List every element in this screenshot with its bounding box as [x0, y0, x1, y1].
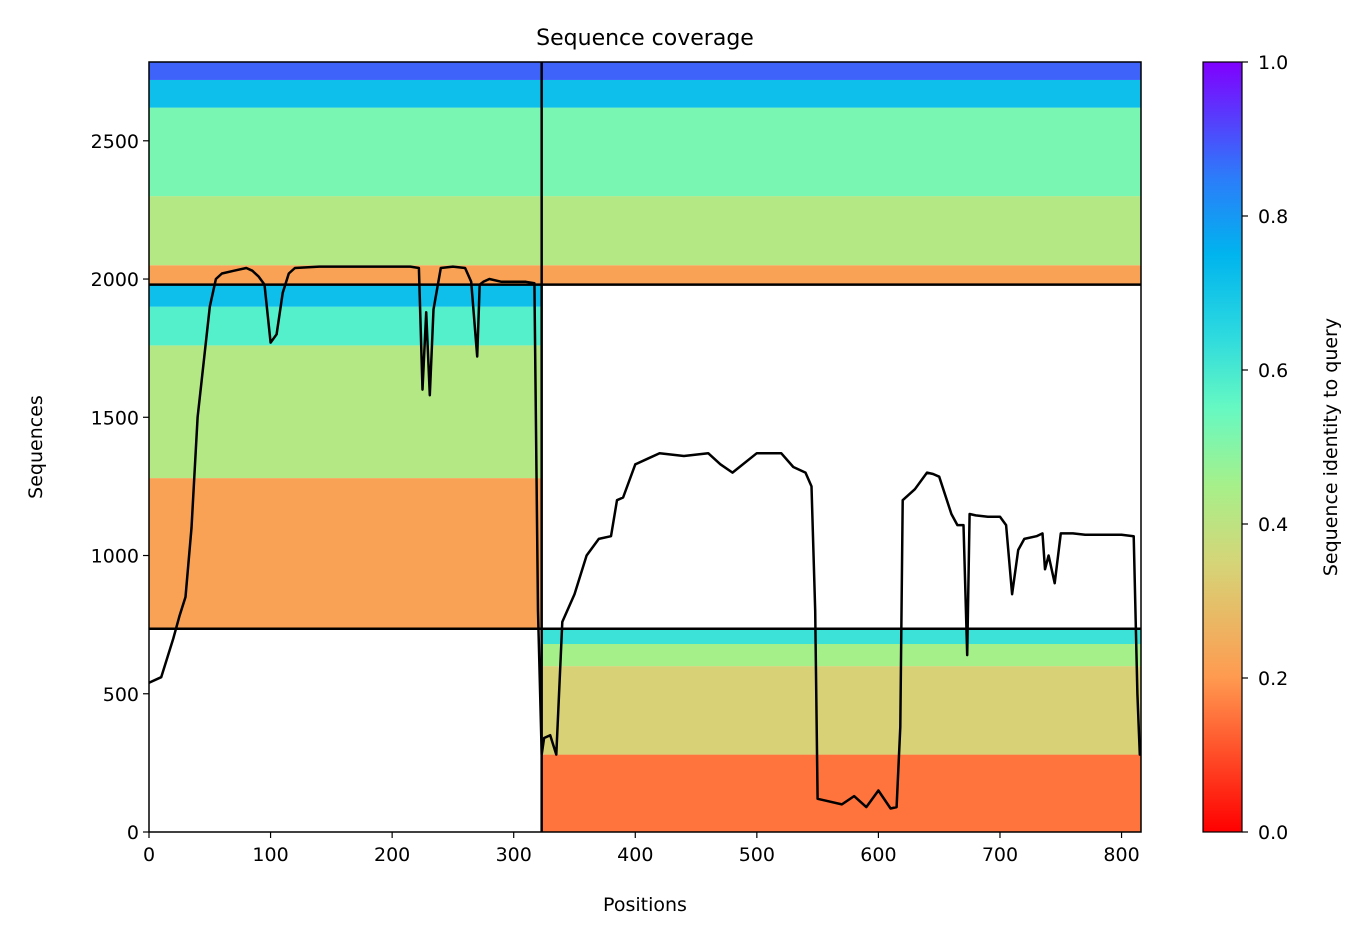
coverage-line [149, 265, 1141, 810]
y-axis-label: Sequences [25, 395, 47, 499]
x-axis-label: Positions [603, 894, 687, 916]
colorbar-tick-label: 0.2 [1258, 668, 1288, 690]
chart-title: Sequence coverage [536, 26, 754, 51]
x-tick-label: 300 [496, 844, 532, 866]
x-tick-label: 600 [860, 844, 896, 866]
heatmap-band-2-3 [149, 79, 1141, 108]
heatmap-band-1-3 [541, 628, 1141, 644]
heatmap-band-1-1 [541, 666, 1141, 755]
x-tick-label: 700 [982, 844, 1018, 866]
block-dividers [149, 62, 1141, 832]
heatmap-band-1-2 [541, 643, 1141, 667]
x-tick-label: 0 [143, 844, 155, 866]
y-axis-ticks: 0 500 1000 1500 2000 2500 [91, 131, 149, 844]
heatmap-band-1-0 [541, 754, 1141, 832]
colorbar-tick-label: 0.0 [1258, 822, 1288, 844]
colorbar-tick-label: 0.6 [1258, 360, 1288, 382]
heatmap [149, 62, 1141, 832]
heatmap-band-0-3 [149, 284, 542, 307]
x-axis-ticks: 0 100 200 300 400 500 600 700 800 [143, 832, 1140, 866]
colorbar-tick-label: 1.0 [1258, 52, 1288, 74]
y-tick-label: 500 [103, 684, 139, 706]
heatmap-band-0-1 [149, 345, 542, 479]
y-tick-label: 1500 [91, 407, 139, 429]
x-tick-label: 200 [374, 844, 410, 866]
x-tick-label: 100 [252, 844, 288, 866]
y-tick-label: 2000 [91, 269, 139, 291]
plot-frame [148, 61, 1142, 833]
colorbar [1202, 61, 1243, 833]
heatmap-band-2-2 [149, 107, 1141, 197]
heatmap-band-2-4 [149, 62, 1141, 80]
colorbar-tick-label: 0.8 [1258, 206, 1288, 228]
colorbar-tick-label: 0.4 [1258, 514, 1288, 536]
y-tick-label: 2500 [91, 131, 139, 153]
colorbar-ticks: 0.0 0.2 0.4 0.6 0.8 1.0 [1242, 52, 1288, 844]
coverage-line-layer [149, 265, 1141, 810]
heatmap-band-2-1 [149, 196, 1141, 266]
heatmap-band-0-0 [149, 478, 542, 629]
x-tick-label: 400 [617, 844, 653, 866]
y-tick-label: 0 [127, 822, 139, 844]
y-tick-label: 1000 [91, 546, 139, 568]
colorbar-label: Sequence identity to query [1320, 318, 1342, 576]
x-tick-label: 800 [1103, 844, 1139, 866]
x-tick-label: 500 [739, 844, 775, 866]
heatmap-band-2-0 [149, 265, 1141, 285]
